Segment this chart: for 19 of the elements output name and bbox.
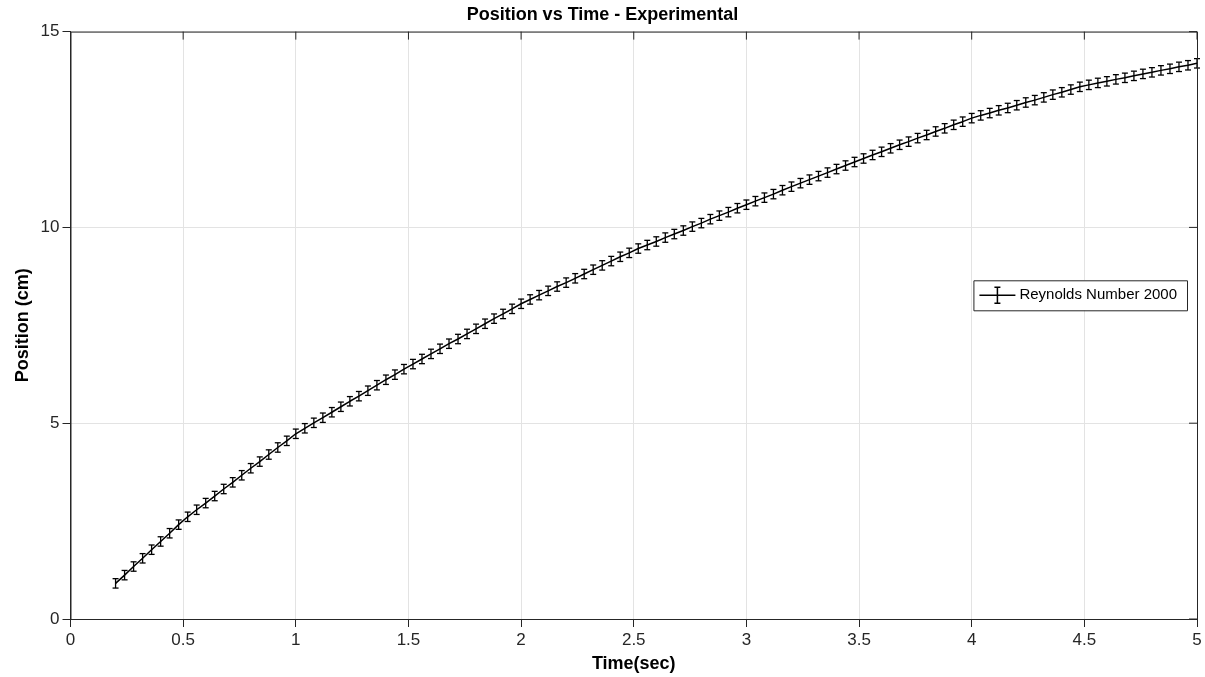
chart-title: Position vs Time - Experimental bbox=[466, 3, 739, 24]
x-tick-label: 1.5 bbox=[396, 629, 421, 649]
x-axis-title: Time(sec) bbox=[591, 653, 676, 674]
y-tick-label: 10 bbox=[40, 217, 60, 237]
y-axis-title: Position (cm) bbox=[11, 268, 32, 383]
legend-label: Reynolds Number 2000 bbox=[1019, 285, 1178, 303]
x-tick-label: 2 bbox=[516, 629, 526, 649]
x-tick-label: 4 bbox=[966, 629, 977, 649]
x-tick-label: 4.5 bbox=[1072, 629, 1097, 649]
y-tick-label: 15 bbox=[40, 21, 60, 41]
x-tick-label: 0 bbox=[65, 629, 76, 649]
y-tick-label: 0 bbox=[50, 608, 60, 628]
x-tick-label: 1 bbox=[291, 629, 301, 649]
x-tick-label: 2.5 bbox=[621, 629, 646, 649]
x-tick-label: 0.5 bbox=[171, 629, 195, 649]
y-tick-label: 5 bbox=[50, 412, 60, 432]
x-tick-label: 3 bbox=[741, 629, 752, 649]
x-tick-label: 5 bbox=[1192, 629, 1202, 649]
x-tick-label: 3.5 bbox=[847, 629, 871, 649]
